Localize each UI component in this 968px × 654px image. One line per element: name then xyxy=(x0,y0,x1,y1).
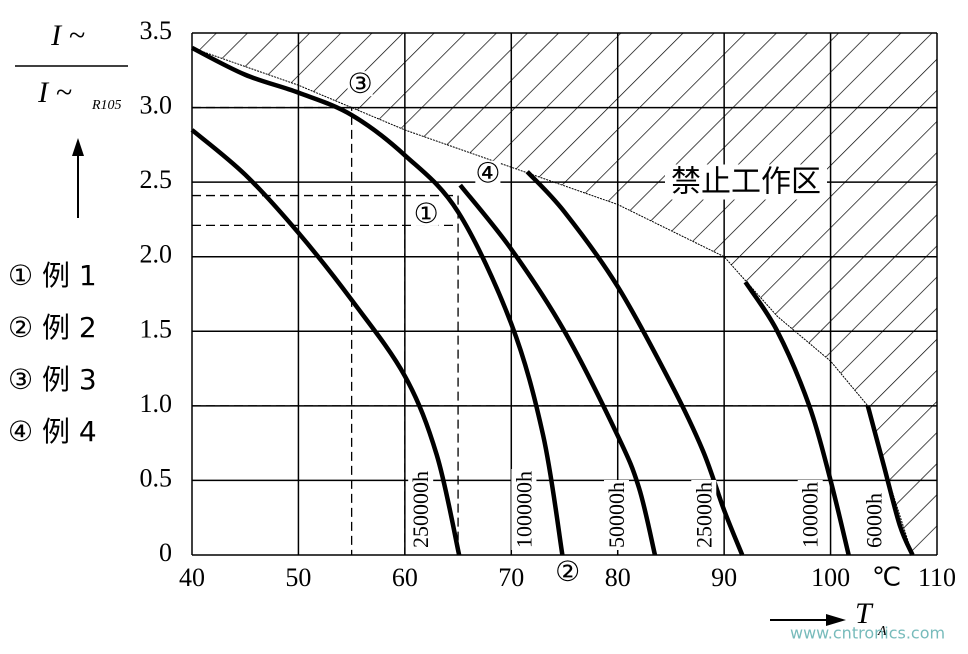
annotation: ① xyxy=(414,197,439,230)
x-tick-label: 70 xyxy=(498,563,524,592)
series-label-bg xyxy=(797,480,823,550)
x-arrow-head xyxy=(826,614,846,626)
series-label: 100000h xyxy=(511,471,536,548)
y-tick-label: 0 xyxy=(159,538,172,567)
x-tick-label: 50 xyxy=(285,563,311,592)
y-label-denominator: I ~ xyxy=(37,76,72,109)
y-tick-label: 1.0 xyxy=(140,389,173,418)
annotation: ② xyxy=(555,555,580,588)
y-tick-label: 2.5 xyxy=(140,165,173,194)
x-tick-label: 90 xyxy=(711,563,737,592)
plot: 40 50 60 70 80 90 100 110 0 0.5 1.0 1.5 2.0 2.5 3.0 3.5… xyxy=(140,16,957,592)
x-tick-label: 100 xyxy=(811,563,850,592)
series-line xyxy=(525,170,745,556)
series-label: 50000h xyxy=(604,482,629,548)
underlay xyxy=(191,32,938,556)
series-label: 25000h xyxy=(691,482,716,548)
series-label: 250000h xyxy=(408,471,433,548)
note: ② 例 2 xyxy=(8,311,97,344)
annotation: ④ xyxy=(475,157,500,190)
x-label: T xyxy=(855,597,874,630)
y-tick-label: 3.5 xyxy=(140,16,173,45)
x-tick-label: 60 xyxy=(392,563,418,592)
y-label-numerator: I ~ xyxy=(50,19,85,52)
y-tick-label: 1.5 xyxy=(140,314,173,343)
annotation-bg xyxy=(475,160,501,186)
note: ① 例 1 xyxy=(8,259,97,292)
series-label: 10000h xyxy=(798,482,823,548)
x-tick-label: 40 xyxy=(179,563,205,592)
x-tick-label: 110 xyxy=(918,563,956,592)
note: ③ 例 3 xyxy=(8,363,97,396)
y-tick-label: 2.0 xyxy=(140,240,173,269)
forbidden-zone xyxy=(192,33,937,555)
series-line xyxy=(458,183,658,556)
annotation-bg xyxy=(413,200,439,226)
annotation: ③ xyxy=(348,67,373,100)
forbidden-zone-label-bg xyxy=(665,164,827,200)
series-line xyxy=(743,280,851,556)
series-line xyxy=(190,45,565,556)
series-line xyxy=(865,405,915,556)
x-unit: ℃ xyxy=(872,563,901,593)
y-tick-label: 3.0 xyxy=(140,91,173,120)
series-label-bg xyxy=(408,469,434,550)
series-label-bg xyxy=(861,491,887,550)
x-tick-label: 80 xyxy=(605,563,631,592)
y-arrow-head xyxy=(72,138,84,156)
x-label-subscript: A xyxy=(877,624,887,639)
annotation-bg xyxy=(555,558,581,584)
watermark: www.cntronics.com xyxy=(790,624,945,643)
forbidden-zone-label: 禁止工作区 xyxy=(671,165,821,200)
boundary-line xyxy=(191,47,913,556)
series-line xyxy=(190,128,462,556)
annotation-bg xyxy=(347,71,373,97)
series-label-bg xyxy=(604,480,630,550)
y-tick-label: 0.5 xyxy=(140,463,173,492)
y-label-subscript: R105 xyxy=(91,98,122,113)
guide-line xyxy=(192,106,353,555)
series-label-bg xyxy=(511,469,537,550)
note: ④ 例 4 xyxy=(8,415,97,448)
series-label: 6000h xyxy=(862,493,887,548)
series-label-bg xyxy=(691,480,717,550)
